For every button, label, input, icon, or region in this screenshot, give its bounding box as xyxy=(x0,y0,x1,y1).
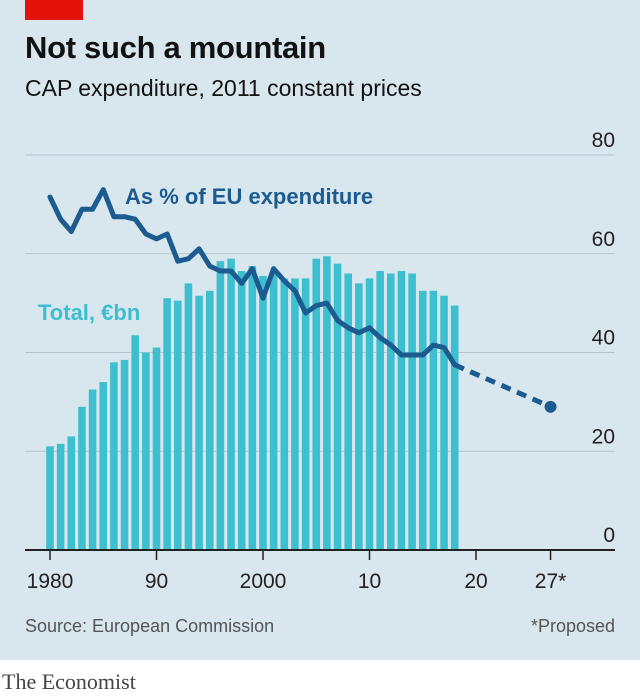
chart-title: Not such a mountain xyxy=(25,30,326,65)
bar xyxy=(450,305,459,550)
footnote: *Proposed xyxy=(530,616,615,636)
bar xyxy=(142,352,150,550)
series-label-total: Total, €bn xyxy=(38,300,140,325)
bar xyxy=(120,359,129,550)
bar xyxy=(429,290,438,550)
bar-layer xyxy=(46,256,459,550)
x-tick-label: 20 xyxy=(464,570,487,593)
bar xyxy=(152,347,161,550)
bar xyxy=(110,362,118,550)
bar xyxy=(365,278,374,550)
bar xyxy=(56,443,65,550)
chart-svg: 0 20 40 60 80 1980 90 2000 10 20 27* Total, €bn As… xyxy=(25,129,615,593)
y-tick-label: 60 xyxy=(592,228,615,251)
y-tick-label: 0 xyxy=(603,524,615,547)
bar xyxy=(440,295,448,550)
bar xyxy=(323,256,331,550)
brand-tab xyxy=(25,0,83,20)
bar xyxy=(397,271,406,550)
bar xyxy=(344,273,352,550)
bar xyxy=(205,290,214,550)
bar xyxy=(174,300,182,550)
bar xyxy=(216,261,225,550)
chart-subtitle: CAP expenditure, 2011 constant prices xyxy=(25,75,422,101)
bar xyxy=(88,389,97,550)
x-tick-label: 1980 xyxy=(27,570,74,593)
bar xyxy=(269,273,278,550)
series-label-eu-share: As % of EU expenditure xyxy=(125,184,373,209)
projection-endpoint xyxy=(544,400,557,413)
x-tick-label: 10 xyxy=(358,570,381,593)
bar xyxy=(376,271,384,550)
line-layer xyxy=(47,187,557,413)
brand-logo: The Economist xyxy=(2,669,136,694)
bar xyxy=(99,382,108,550)
bar xyxy=(418,290,427,550)
bar xyxy=(408,273,416,550)
bar xyxy=(291,278,299,550)
bar xyxy=(259,275,267,550)
bar xyxy=(237,271,246,550)
projection-line xyxy=(453,362,552,410)
bar xyxy=(46,446,54,550)
bar xyxy=(387,273,395,550)
bar xyxy=(163,298,171,550)
bar xyxy=(312,258,321,550)
source-note: Source: European Commission xyxy=(25,616,275,636)
bar xyxy=(280,278,289,550)
x-tick-label: 27* xyxy=(535,570,567,593)
bar xyxy=(301,278,310,550)
bar xyxy=(78,406,86,550)
bar xyxy=(184,283,193,550)
bar xyxy=(248,266,257,550)
eu-share-line xyxy=(47,187,458,368)
y-tick-label: 80 xyxy=(592,129,615,152)
y-tick-label: 40 xyxy=(592,327,615,350)
bar xyxy=(227,258,235,550)
axis-layer: 0 20 40 60 80 1980 90 2000 10 20 27* xyxy=(25,129,615,593)
bar xyxy=(131,335,139,550)
bar xyxy=(195,295,203,550)
x-tick-label: 90 xyxy=(145,570,168,593)
bar xyxy=(355,283,363,550)
bar xyxy=(333,263,342,550)
bar xyxy=(67,436,76,550)
x-tick-label: 2000 xyxy=(240,570,287,593)
y-tick-label: 20 xyxy=(592,425,615,448)
